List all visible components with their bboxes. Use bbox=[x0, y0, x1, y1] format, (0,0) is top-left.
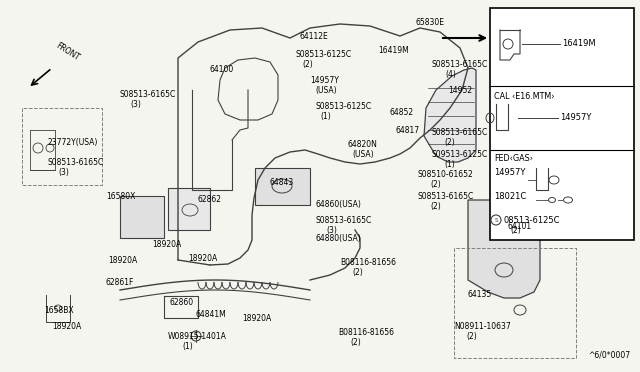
Text: W08915-1401A: W08915-1401A bbox=[168, 332, 227, 341]
Text: 18920A: 18920A bbox=[108, 256, 137, 265]
Text: 64101: 64101 bbox=[508, 222, 532, 231]
Text: 14957Y: 14957Y bbox=[310, 76, 339, 85]
Text: (2): (2) bbox=[510, 226, 521, 235]
Text: (3): (3) bbox=[326, 226, 337, 235]
Text: 14952: 14952 bbox=[448, 86, 472, 95]
Text: (1): (1) bbox=[320, 112, 331, 121]
Text: (2): (2) bbox=[302, 60, 313, 69]
Text: (2): (2) bbox=[466, 332, 477, 341]
Text: 62861F: 62861F bbox=[106, 278, 134, 287]
Text: 64817: 64817 bbox=[396, 126, 420, 135]
Text: (3): (3) bbox=[58, 168, 69, 177]
Text: 08513-6125C: 08513-6125C bbox=[504, 216, 561, 225]
Text: 18920A: 18920A bbox=[52, 322, 81, 331]
Text: 18920A: 18920A bbox=[152, 240, 181, 249]
Text: FRONT: FRONT bbox=[54, 41, 81, 62]
Text: (2): (2) bbox=[430, 202, 441, 211]
Text: B08116-81656: B08116-81656 bbox=[340, 258, 396, 267]
Text: (USA): (USA) bbox=[315, 86, 337, 95]
Text: 14957Y: 14957Y bbox=[560, 113, 591, 122]
Text: 18920A: 18920A bbox=[188, 254, 217, 263]
Polygon shape bbox=[168, 188, 210, 230]
Text: S09513-6125C: S09513-6125C bbox=[432, 150, 488, 159]
Text: 16419M: 16419M bbox=[562, 39, 596, 48]
Text: 23772Y(USA): 23772Y(USA) bbox=[48, 138, 99, 147]
Text: 64880(USA): 64880(USA) bbox=[316, 234, 362, 243]
Text: S08513-6165C: S08513-6165C bbox=[432, 60, 488, 69]
Text: 64841M: 64841M bbox=[196, 310, 227, 319]
Text: S08510-61652: S08510-61652 bbox=[418, 170, 474, 179]
Text: S08513-6165C: S08513-6165C bbox=[48, 158, 104, 167]
Text: S08513-6125C: S08513-6125C bbox=[315, 102, 371, 111]
Text: B08116-81656: B08116-81656 bbox=[338, 328, 394, 337]
Text: N08911-10637: N08911-10637 bbox=[454, 322, 511, 331]
Text: 1658BX: 1658BX bbox=[44, 306, 74, 315]
Text: 14957Y: 14957Y bbox=[494, 168, 525, 177]
Text: ^6/0*0007: ^6/0*0007 bbox=[588, 351, 630, 360]
Polygon shape bbox=[424, 68, 476, 162]
Text: (1): (1) bbox=[444, 160, 455, 169]
Text: S: S bbox=[494, 218, 498, 222]
Text: 64852: 64852 bbox=[390, 108, 414, 117]
Text: 18920A: 18920A bbox=[242, 314, 271, 323]
Text: S08513-6165C: S08513-6165C bbox=[418, 192, 474, 201]
Text: (USA): (USA) bbox=[352, 150, 374, 159]
Text: 16419M: 16419M bbox=[378, 46, 409, 55]
Text: 18021C: 18021C bbox=[494, 192, 526, 201]
Text: 64100: 64100 bbox=[210, 65, 234, 74]
Polygon shape bbox=[468, 200, 540, 298]
Text: (3): (3) bbox=[130, 100, 141, 109]
Text: S08513-6165C: S08513-6165C bbox=[432, 128, 488, 137]
Text: S08513-6165C: S08513-6165C bbox=[120, 90, 176, 99]
Polygon shape bbox=[255, 168, 310, 205]
Text: 64820N: 64820N bbox=[348, 140, 378, 149]
Text: 16580X: 16580X bbox=[106, 192, 136, 201]
Text: (2): (2) bbox=[430, 180, 441, 189]
Text: CAL ‹E16.MTM›: CAL ‹E16.MTM› bbox=[494, 92, 554, 101]
Text: S08513-6125C: S08513-6125C bbox=[296, 50, 352, 59]
Text: 64112E: 64112E bbox=[300, 32, 329, 41]
Polygon shape bbox=[120, 196, 164, 238]
Text: 62860: 62860 bbox=[170, 298, 194, 307]
Text: 65830E: 65830E bbox=[415, 18, 444, 27]
Text: 62862: 62862 bbox=[198, 195, 222, 204]
Text: 64135: 64135 bbox=[468, 290, 492, 299]
Text: 64860(USA): 64860(USA) bbox=[316, 200, 362, 209]
Bar bbox=[490, 8, 634, 240]
Text: (1): (1) bbox=[182, 342, 193, 351]
Text: FED‹GAS›: FED‹GAS› bbox=[494, 154, 533, 163]
Text: (2): (2) bbox=[350, 338, 361, 347]
Text: S08513-6165C: S08513-6165C bbox=[316, 216, 372, 225]
Text: (2): (2) bbox=[444, 138, 455, 147]
Text: (4): (4) bbox=[445, 70, 456, 79]
Text: 64843: 64843 bbox=[270, 178, 294, 187]
Text: (2): (2) bbox=[352, 268, 363, 277]
